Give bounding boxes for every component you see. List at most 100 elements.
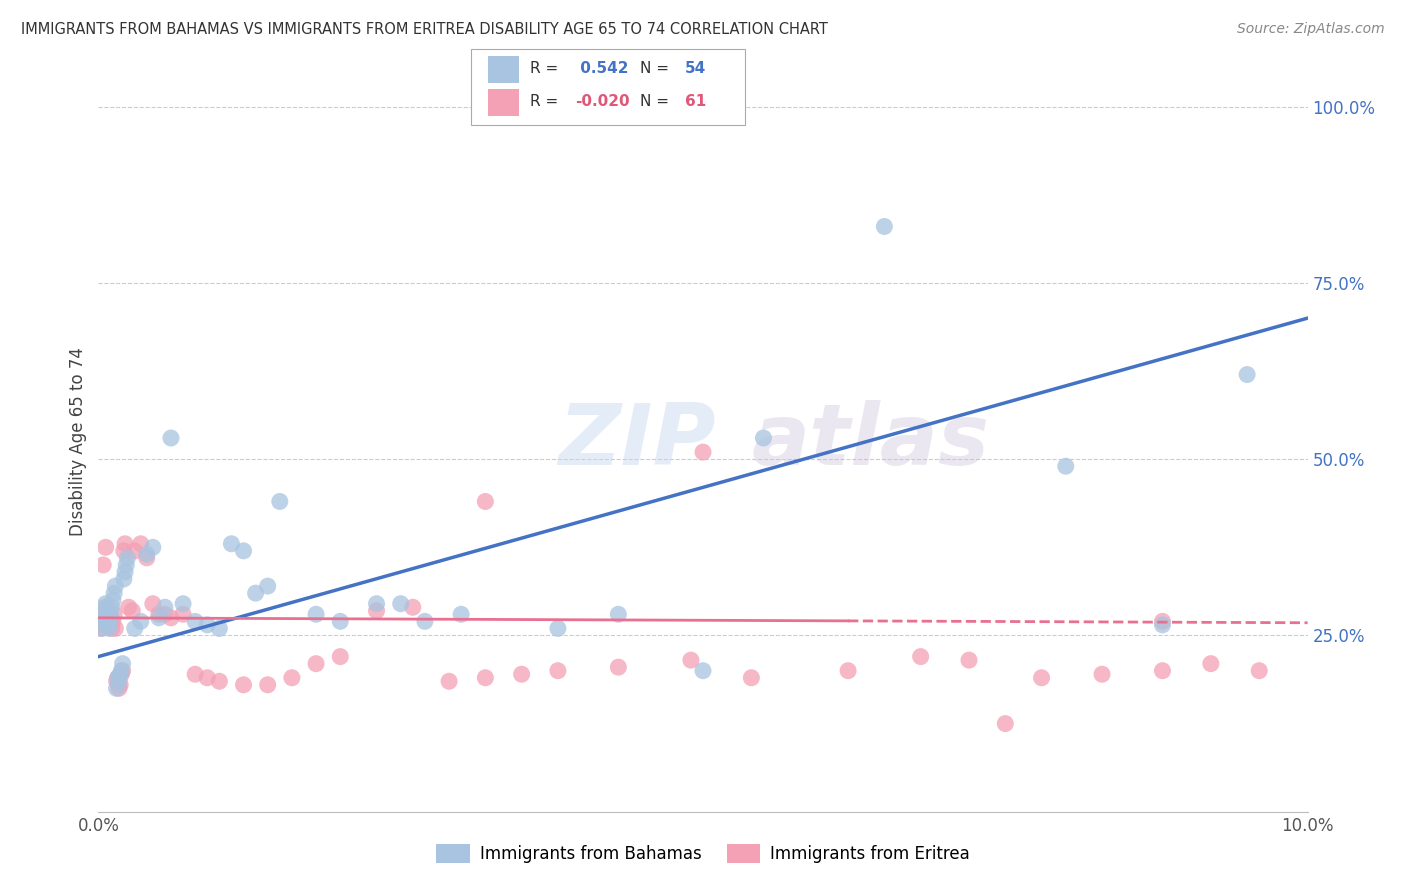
Text: atlas: atlas: [751, 400, 990, 483]
Point: [837, 664, 859, 678]
Point: [107, 671, 129, 685]
Point: [1091, 667, 1114, 681]
Point: [93, 600, 115, 615]
Point: [474, 671, 496, 685]
Point: [142, 597, 165, 611]
Point: [160, 431, 183, 445]
Text: 0.542: 0.542: [575, 62, 628, 76]
Point: [93, 607, 115, 622]
Point: [184, 667, 207, 681]
Point: [115, 558, 138, 572]
Point: [305, 657, 328, 671]
Point: [1152, 664, 1174, 678]
Point: [110, 664, 132, 678]
Point: [129, 615, 152, 629]
Point: [112, 544, 135, 558]
Point: [474, 494, 496, 508]
Point: [221, 537, 243, 551]
Point: [100, 611, 122, 625]
Point: [96, 600, 118, 615]
Point: [142, 541, 165, 555]
Text: Source: ZipAtlas.com: Source: ZipAtlas.com: [1237, 22, 1385, 37]
Point: [957, 653, 980, 667]
Point: [692, 445, 714, 459]
Point: [129, 537, 152, 551]
Text: 61: 61: [685, 95, 706, 109]
Point: [437, 674, 460, 689]
Point: [679, 653, 702, 667]
Point: [389, 597, 412, 611]
Point: [208, 621, 231, 635]
Point: [112, 572, 135, 586]
Point: [510, 667, 533, 681]
Point: [108, 678, 131, 692]
Point: [607, 660, 630, 674]
Point: [153, 600, 176, 615]
Point: [100, 615, 122, 629]
Legend: Immigrants from Bahamas, Immigrants from Eritrea: Immigrants from Bahamas, Immigrants from…: [430, 838, 976, 870]
Point: [281, 671, 304, 685]
Text: N =: N =: [640, 62, 673, 76]
Point: [90, 618, 112, 632]
Point: [90, 621, 112, 635]
Point: [1152, 618, 1174, 632]
Point: [873, 219, 896, 234]
Point: [108, 681, 131, 696]
Point: [195, 671, 218, 685]
Point: [111, 664, 134, 678]
Point: [105, 681, 128, 696]
Point: [910, 649, 932, 664]
Point: [366, 597, 388, 611]
Point: [232, 678, 254, 692]
Point: [101, 615, 124, 629]
Point: [1152, 615, 1174, 629]
Point: [245, 586, 267, 600]
Point: [114, 537, 136, 551]
Point: [172, 607, 194, 622]
Text: R =: R =: [530, 95, 564, 109]
Point: [91, 607, 114, 622]
Point: [91, 558, 114, 572]
Point: [117, 550, 139, 565]
Point: [740, 671, 762, 685]
Point: [305, 607, 328, 622]
Point: [98, 621, 121, 635]
Point: [91, 615, 114, 629]
Point: [329, 615, 352, 629]
Point: [256, 579, 278, 593]
Point: [101, 593, 124, 607]
Point: [135, 547, 157, 561]
Text: ZIP: ZIP: [558, 400, 716, 483]
Point: [232, 544, 254, 558]
Point: [96, 615, 118, 629]
Point: [1249, 664, 1271, 678]
Point: [153, 607, 176, 622]
Point: [547, 621, 569, 635]
Point: [172, 597, 194, 611]
Point: [135, 550, 157, 565]
Point: [1031, 671, 1053, 685]
Point: [607, 607, 630, 622]
Text: -0.020: -0.020: [575, 95, 630, 109]
Point: [100, 600, 122, 615]
Point: [97, 604, 120, 618]
Point: [366, 604, 388, 618]
Point: [114, 565, 136, 579]
Point: [118, 600, 141, 615]
Point: [692, 664, 714, 678]
Point: [1199, 657, 1222, 671]
Point: [413, 615, 436, 629]
Point: [103, 607, 125, 622]
Point: [94, 597, 117, 611]
Point: [100, 621, 122, 635]
Point: [104, 579, 127, 593]
Point: [269, 494, 291, 508]
Point: [329, 649, 352, 664]
Point: [256, 678, 278, 692]
Point: [94, 541, 117, 555]
Point: [195, 618, 218, 632]
Point: [108, 667, 131, 681]
Point: [208, 674, 231, 689]
Text: N =: N =: [640, 95, 673, 109]
Point: [402, 600, 425, 615]
